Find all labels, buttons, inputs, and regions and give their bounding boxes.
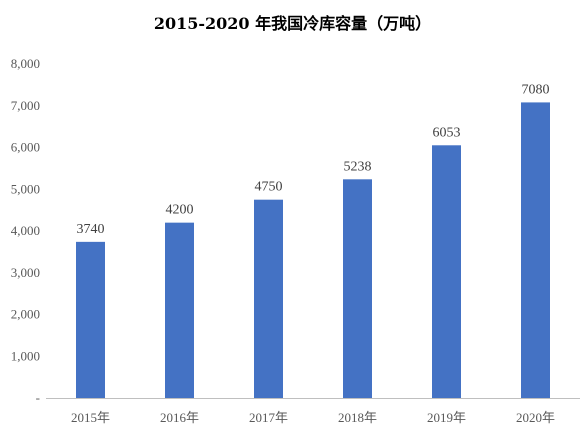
data-label: 3740: [77, 222, 105, 237]
x-tick-label: 2019年: [427, 410, 466, 425]
x-tick-label: 2016年: [160, 410, 199, 425]
y-tick-label: 6,000: [11, 140, 40, 155]
data-label: 5238: [344, 159, 372, 174]
x-tick-label: 2020年: [516, 410, 555, 425]
bars: [76, 102, 550, 398]
data-label: 6053: [433, 125, 461, 140]
y-tick-label: 1,000: [11, 348, 40, 363]
data-label: 7080: [522, 82, 550, 97]
y-tick-label: 8,000: [11, 56, 40, 71]
y-tick-label: 7,000: [11, 98, 40, 113]
y-tick-label: 4,000: [11, 223, 40, 238]
x-tick-label: 2017年: [249, 410, 288, 425]
y-tick-label: 5,000: [11, 181, 40, 196]
data-label: 4750: [255, 180, 283, 195]
bar: [521, 102, 550, 398]
y-tick-label: -: [36, 390, 40, 405]
y-axis-ticks: - 1,000 2,000 3,000 4,000 5,000 6,000 7,000 8,00…: [11, 56, 40, 405]
bar: [254, 199, 283, 398]
y-tick-label: 2,000: [11, 307, 40, 322]
data-labels: 3740 4200 4750 5238 6053 7080: [77, 82, 550, 236]
chart-title: 2015-2020 年我国冷库容量（万吨）: [153, 14, 432, 33]
bar: [343, 179, 372, 398]
x-tick-label: 2015年: [71, 410, 110, 425]
bar: [432, 145, 461, 398]
bar: [165, 222, 194, 398]
bar: [76, 241, 105, 398]
data-label: 4200: [166, 203, 194, 218]
y-tick-label: 3,000: [11, 265, 40, 280]
x-tick-label: 2018年: [338, 410, 377, 425]
x-axis-labels: 2015年 2016年 2017年 2018年 2019年 2020年: [71, 410, 555, 425]
